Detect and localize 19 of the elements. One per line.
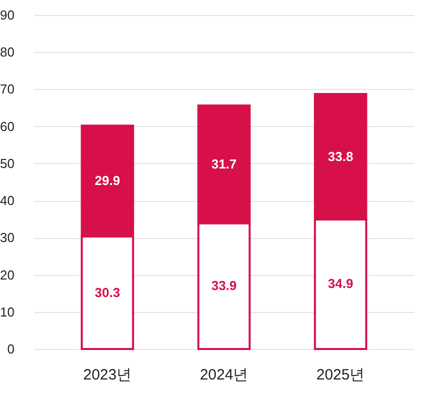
y-tick-label: 20 — [0, 267, 14, 282]
y-tick-label: 10 — [0, 304, 14, 320]
y-tick-label: 0 — [7, 342, 14, 356]
y-tick-label: 60 — [0, 118, 14, 134]
y-tick-label: 30 — [0, 230, 14, 246]
data-label: 33.9 — [211, 278, 237, 294]
y-tick-label: 50 — [0, 156, 14, 171]
y-tick-label: 90 — [0, 8, 14, 22]
data-label: 30.3 — [94, 284, 120, 300]
data-label: 31.7 — [211, 156, 237, 172]
x-tick-label: 2023년 — [83, 366, 132, 384]
y-tick-label: 40 — [0, 193, 14, 208]
y-tick-label: 70 — [0, 82, 14, 97]
x-tick-label: 2024년 — [200, 366, 248, 384]
y-tick-label: 80 — [0, 44, 14, 60]
data-label: 29.9 — [94, 173, 120, 188]
data-label: 33.8 — [328, 148, 354, 164]
data-label: 34.9 — [328, 276, 354, 292]
x-tick-label: 2025년 — [316, 366, 365, 384]
